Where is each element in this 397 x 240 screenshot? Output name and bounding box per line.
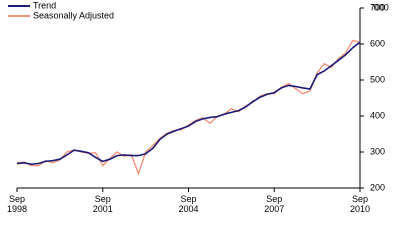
x-tick-label: Sep 2007	[264, 194, 285, 214]
series-line	[16, 41, 361, 166]
x-tick-label: Sep 1998	[6, 194, 28, 214]
y-tick-label: 400	[370, 110, 385, 120]
y-unit: '000	[372, 2, 389, 12]
legend-label: Trend	[33, 0, 56, 10]
x-tick-label: Sep 2001	[92, 194, 113, 214]
x-tick-label: Sep 2010	[349, 194, 371, 214]
chart: '000 200 300 400 500 600 700 Trend Seasonally A…	[6, 0, 389, 214]
x-tick-label: Sep 2004	[178, 194, 199, 214]
legend-label: Seasonally Adjusted	[33, 10, 114, 20]
y-tick-label: 300	[370, 146, 385, 156]
y-tick-label: 200	[370, 182, 385, 192]
y-tick-label: 500	[370, 74, 385, 84]
y-tick-label: 700	[370, 2, 385, 12]
y-tick-label: 600	[370, 38, 385, 48]
